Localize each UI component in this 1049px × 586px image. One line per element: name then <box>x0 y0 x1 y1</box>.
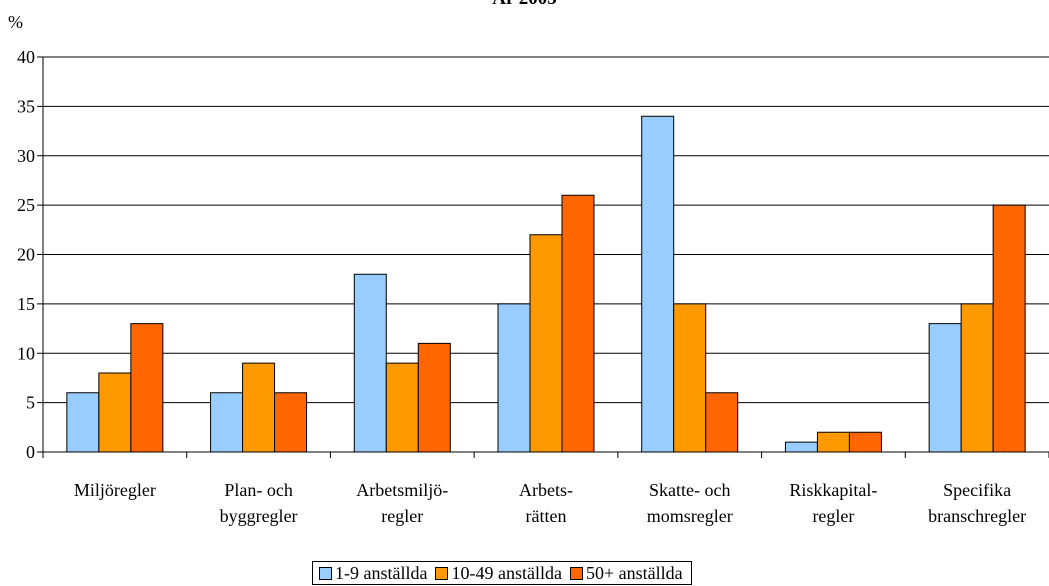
y-tick-label-20: 20 <box>17 245 35 265</box>
y-tick-label-40: 40 <box>17 47 35 67</box>
x-tick-label-5-0: Riskkapital- <box>789 480 877 500</box>
bar-4-0 <box>641 115 675 453</box>
bar-5-0 <box>784 441 818 453</box>
legend-item-1-9: 1-9 anställda <box>319 563 427 584</box>
x-tick-label-6-1: branschregler <box>928 506 1026 526</box>
legend-item-50plus: 50+ anställda <box>569 562 683 584</box>
x-tick-label-4-0: Skatte- och <box>649 480 730 500</box>
bar-0-1 <box>98 372 132 453</box>
x-tick-label-1-0: Plan- och <box>224 480 292 500</box>
x-tick-label-1-1: byggregler <box>220 506 298 526</box>
bar-5-1 <box>816 431 850 453</box>
y-axis-label: % <box>8 12 23 32</box>
y-tick-label-35: 35 <box>17 96 35 116</box>
bars <box>66 115 1026 453</box>
x-tick-label-6-0: Specifika <box>943 480 1011 500</box>
bar-6-0 <box>928 323 962 453</box>
y-tick-label-5: 5 <box>26 393 35 413</box>
bar-3-2 <box>561 194 595 453</box>
bar-1-0 <box>210 392 244 453</box>
bar-0-0 <box>66 392 100 453</box>
y-tick-label-10: 10 <box>17 343 35 363</box>
x-tick-label-2-0: Arbetsmiljö- <box>356 480 448 500</box>
bar-6-1 <box>960 303 994 453</box>
chart-title: År 2005 <box>0 0 1049 10</box>
x-tick-label-5-1: regler <box>812 506 854 526</box>
y-tick-labels: 0 5 10 15 20 25 30 35 40 <box>17 47 35 462</box>
bar-1-2 <box>274 392 308 453</box>
axes <box>37 56 1049 458</box>
x-tick-labels: Miljöregler Plan- och byggregler Arbetsmilj… <box>74 480 1026 526</box>
legend: 1-9 anställda 10-49 anställda 50+ anstäl… <box>312 561 692 585</box>
legend-swatch-1-9 <box>319 566 332 580</box>
bar-3-0 <box>497 303 531 453</box>
bar-3-1 <box>529 234 563 453</box>
legend-swatch-50plus <box>569 566 583 580</box>
bar-2-1 <box>385 362 419 453</box>
y-tick-label-30: 30 <box>17 146 35 166</box>
y-tick-label-0: 0 <box>26 442 35 462</box>
x-tick-label-0-0: Miljöregler <box>74 480 156 500</box>
x-tick-label-2-1: regler <box>381 506 423 526</box>
legend-label-10-49: 10-49 anställda <box>451 562 562 583</box>
bar-4-2 <box>705 392 739 453</box>
legend-label-1-9: 1-9 anställda <box>335 562 428 583</box>
legend-swatch-10-49 <box>435 566 449 580</box>
bar-2-0 <box>353 273 387 453</box>
bar-6-2 <box>992 204 1026 453</box>
y-tick-label-25: 25 <box>17 195 35 215</box>
bar-2-2 <box>417 342 451 453</box>
x-tick-label-4-1: momsregler <box>647 506 733 526</box>
bar-0-2 <box>130 323 164 453</box>
x-tick-label-3-0: Arbets- <box>519 480 573 500</box>
bar-4-1 <box>673 303 707 453</box>
bar-5-2 <box>848 431 882 453</box>
y-tick-label-15: 15 <box>17 294 35 314</box>
x-tick-label-3-1: rätten <box>526 506 567 526</box>
bar-1-1 <box>242 362 276 453</box>
legend-label-50plus: 50+ anställda <box>585 562 683 583</box>
legend-item-10-49: 10-49 anställda <box>435 562 562 584</box>
